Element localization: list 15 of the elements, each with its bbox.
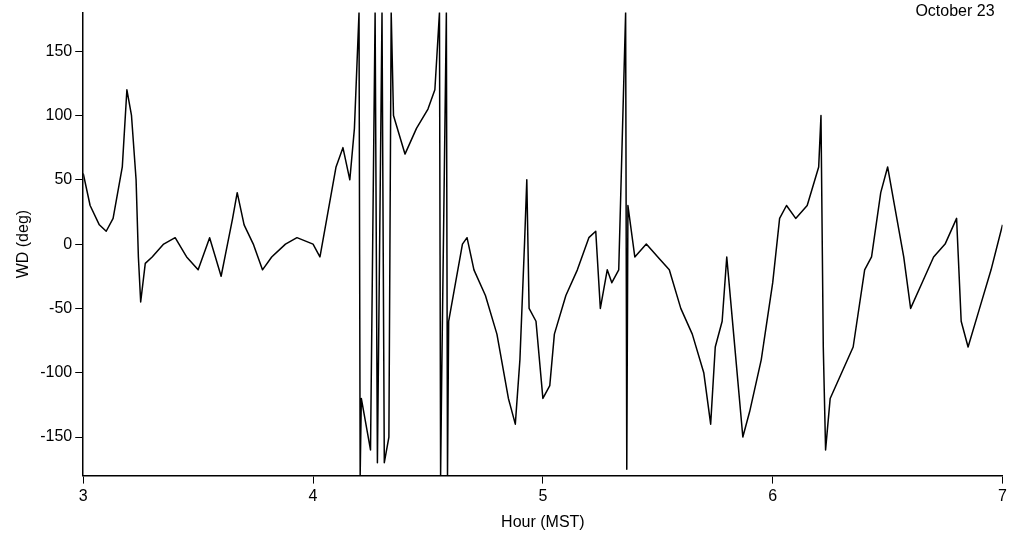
x-tick-label: 3 [78,486,88,504]
y-tick-label: 150 [45,41,73,59]
x-tick-label: 4 [308,486,318,504]
x-tick-label: 6 [768,486,778,504]
y-tick-label: 0 [63,234,73,252]
x-tick-label: 7 [998,486,1008,504]
annotation: October 23 [915,2,995,20]
y-axis-title: WD (deg) [14,209,32,279]
y-tick-label: -150 [40,427,73,445]
y-tick-label: -50 [49,298,73,316]
y-tick-label: -100 [40,363,73,381]
x-tick-label: 5 [538,486,548,504]
y-tick-label: 50 [54,170,73,188]
y-tick-label: 100 [45,105,73,123]
x-axis-title: Hour (MST) [501,512,585,530]
